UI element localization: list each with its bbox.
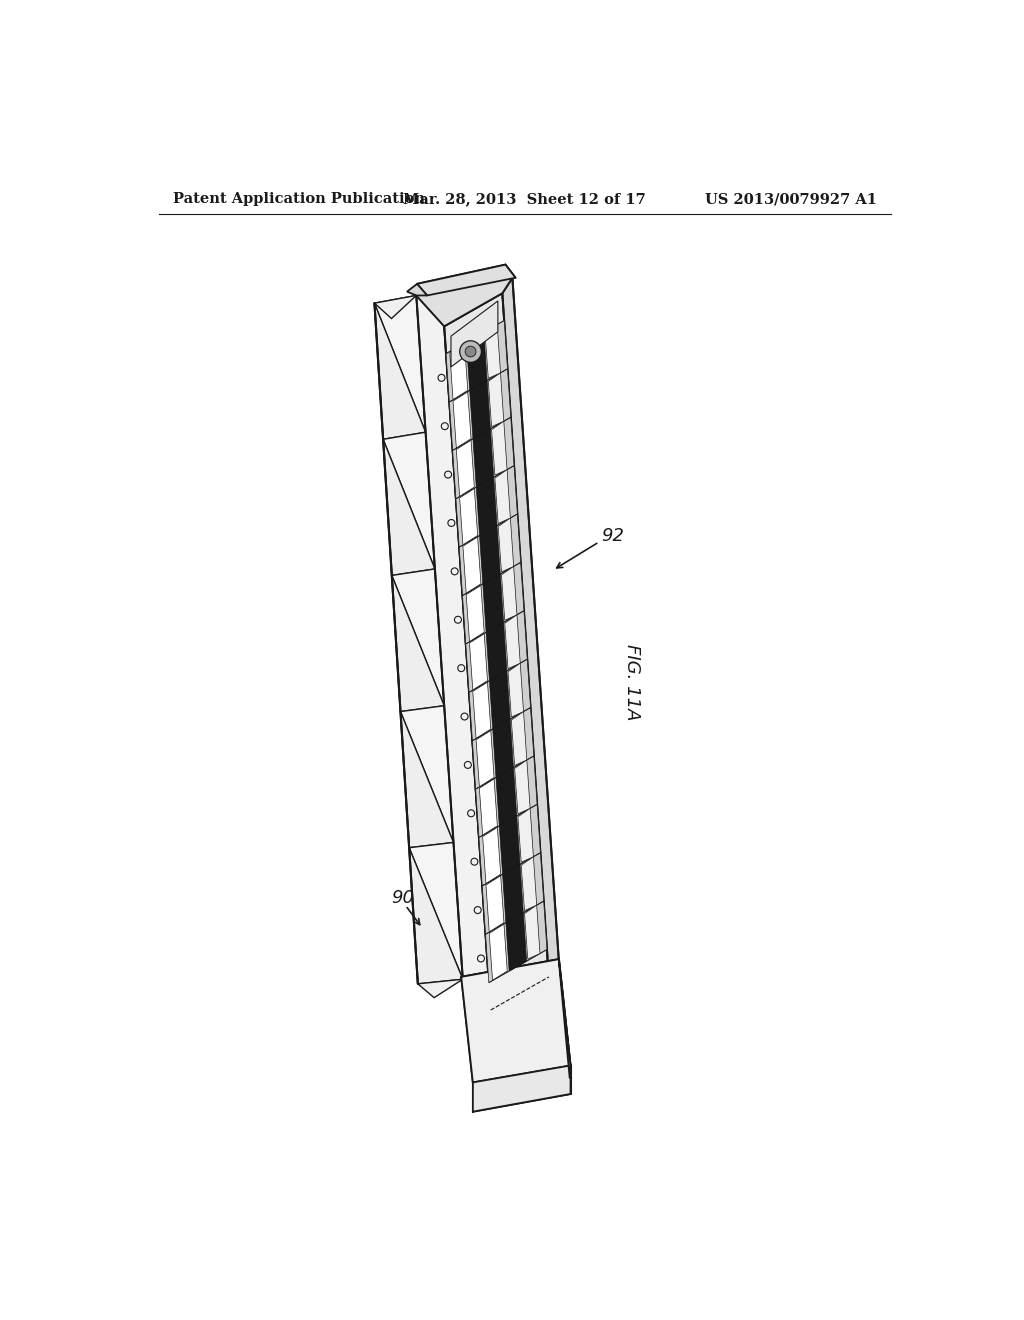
Polygon shape	[486, 623, 507, 681]
Polygon shape	[476, 478, 497, 536]
Polygon shape	[417, 296, 490, 1010]
Text: Patent Application Publication: Patent Application Publication	[173, 193, 425, 206]
Polygon shape	[410, 847, 463, 983]
Polygon shape	[479, 779, 498, 836]
Polygon shape	[511, 711, 526, 766]
Polygon shape	[400, 706, 454, 842]
Polygon shape	[488, 372, 504, 426]
Polygon shape	[492, 421, 507, 475]
Polygon shape	[495, 470, 510, 524]
Polygon shape	[483, 574, 504, 632]
Polygon shape	[459, 513, 520, 595]
Polygon shape	[521, 857, 537, 911]
Polygon shape	[407, 284, 427, 296]
Polygon shape	[505, 615, 520, 669]
Polygon shape	[515, 760, 530, 813]
Polygon shape	[469, 659, 530, 741]
Polygon shape	[506, 912, 526, 972]
Polygon shape	[450, 343, 468, 400]
Polygon shape	[375, 304, 426, 440]
Polygon shape	[444, 293, 549, 1010]
Polygon shape	[496, 768, 517, 826]
Polygon shape	[559, 960, 570, 1078]
Polygon shape	[457, 441, 474, 496]
Polygon shape	[469, 634, 487, 690]
Polygon shape	[400, 711, 454, 847]
Polygon shape	[486, 875, 504, 932]
Polygon shape	[485, 325, 501, 379]
Polygon shape	[482, 828, 501, 883]
Circle shape	[460, 341, 481, 362]
Polygon shape	[524, 906, 540, 958]
Polygon shape	[485, 902, 547, 982]
Polygon shape	[473, 682, 490, 738]
Polygon shape	[508, 663, 523, 717]
Polygon shape	[502, 566, 517, 620]
Polygon shape	[446, 321, 508, 403]
Polygon shape	[503, 277, 559, 977]
Polygon shape	[375, 296, 426, 432]
Polygon shape	[375, 296, 417, 318]
Polygon shape	[479, 525, 501, 583]
Polygon shape	[460, 488, 477, 545]
Polygon shape	[482, 853, 544, 935]
Text: Mar. 28, 2013  Sheet 12 of 17: Mar. 28, 2013 Sheet 12 of 17	[403, 193, 646, 206]
Text: 90: 90	[391, 888, 415, 907]
Polygon shape	[493, 719, 513, 777]
Polygon shape	[498, 517, 514, 572]
Polygon shape	[472, 708, 534, 789]
Polygon shape	[417, 264, 515, 296]
Polygon shape	[473, 1065, 570, 1111]
Polygon shape	[456, 466, 517, 548]
Polygon shape	[518, 808, 534, 862]
Polygon shape	[476, 756, 538, 837]
Polygon shape	[489, 671, 510, 729]
Polygon shape	[466, 611, 527, 692]
Polygon shape	[500, 816, 520, 874]
Polygon shape	[453, 392, 471, 447]
Polygon shape	[466, 333, 487, 391]
Text: FIG. 11A: FIG. 11A	[623, 644, 641, 721]
Polygon shape	[461, 960, 559, 979]
Polygon shape	[466, 585, 484, 642]
Polygon shape	[383, 432, 435, 569]
Polygon shape	[463, 537, 481, 593]
Polygon shape	[418, 979, 463, 998]
Polygon shape	[392, 576, 444, 711]
Circle shape	[465, 346, 476, 356]
Polygon shape	[451, 301, 498, 367]
Polygon shape	[392, 569, 444, 706]
Polygon shape	[470, 380, 490, 438]
Polygon shape	[463, 562, 524, 644]
Polygon shape	[383, 440, 435, 576]
Polygon shape	[417, 277, 512, 326]
Polygon shape	[473, 429, 494, 487]
Polygon shape	[453, 417, 514, 499]
Polygon shape	[476, 730, 495, 787]
Polygon shape	[503, 865, 523, 923]
Text: US 2013/0079927 A1: US 2013/0079927 A1	[705, 193, 877, 206]
Polygon shape	[489, 924, 507, 981]
Polygon shape	[479, 804, 541, 886]
Text: 92: 92	[601, 527, 624, 545]
Polygon shape	[461, 960, 570, 1082]
Polygon shape	[410, 842, 463, 979]
Polygon shape	[450, 368, 511, 450]
